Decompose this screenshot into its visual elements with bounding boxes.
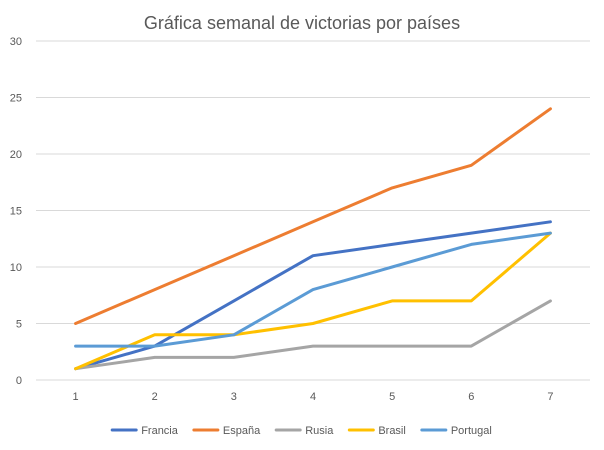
x-tick-label-3: 3 <box>231 391 237 403</box>
legend-item-brasil: Brasil <box>347 425 406 437</box>
y-tick-label-15: 15 <box>10 206 22 218</box>
legend-item-portugal: Portugal <box>420 425 492 437</box>
series-line-rusia <box>74 299 552 371</box>
legend-label-rusia: Rusia <box>305 425 334 437</box>
series-line-brasil <box>74 231 552 371</box>
series-lines <box>74 107 552 371</box>
y-tick-label-10: 10 <box>10 262 22 274</box>
legend-item-francia: Francia <box>110 425 179 437</box>
x-tick-label-4: 4 <box>310 391 316 403</box>
y-axis-tick-labels: 0 5 10 15 20 25 30 <box>10 36 22 387</box>
legend-label-portugal: Portugal <box>451 425 492 437</box>
legend: Francia España Rusia Brasil Portugal <box>110 425 492 437</box>
legend-item-españa: España <box>192 425 261 437</box>
y-tick-label-5: 5 <box>16 319 22 331</box>
series-line-españa <box>74 107 552 325</box>
x-tick-label-7: 7 <box>547 391 553 403</box>
x-tick-label-1: 1 <box>73 391 79 403</box>
x-tick-label-6: 6 <box>468 391 474 403</box>
y-tick-label-20: 20 <box>10 149 22 161</box>
y-tick-label-0: 0 <box>16 375 22 387</box>
y-tick-label-30: 30 <box>10 36 22 48</box>
series-line-portugal <box>74 231 552 348</box>
legend-item-rusia: Rusia <box>274 425 334 437</box>
legend-label-brasil: Brasil <box>378 425 406 437</box>
x-axis-tick-labels: 1 2 3 4 5 6 7 <box>73 391 554 403</box>
legend-label-españa: España <box>223 425 261 437</box>
x-tick-label-5: 5 <box>389 391 395 403</box>
gridlines <box>36 40 590 381</box>
chart-title: Gráfica semanal de victorias por países <box>144 13 460 33</box>
legend-label-francia: Francia <box>141 425 179 437</box>
y-tick-label-25: 25 <box>10 93 22 105</box>
x-tick-label-2: 2 <box>152 391 158 403</box>
